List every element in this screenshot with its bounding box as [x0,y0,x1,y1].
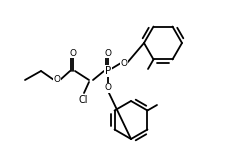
Text: Cl: Cl [78,95,88,105]
Text: O: O [121,58,127,67]
Text: O: O [70,49,77,58]
Text: O: O [53,76,61,85]
Text: P: P [105,66,111,76]
Text: O: O [105,83,111,92]
Text: O: O [105,49,111,58]
